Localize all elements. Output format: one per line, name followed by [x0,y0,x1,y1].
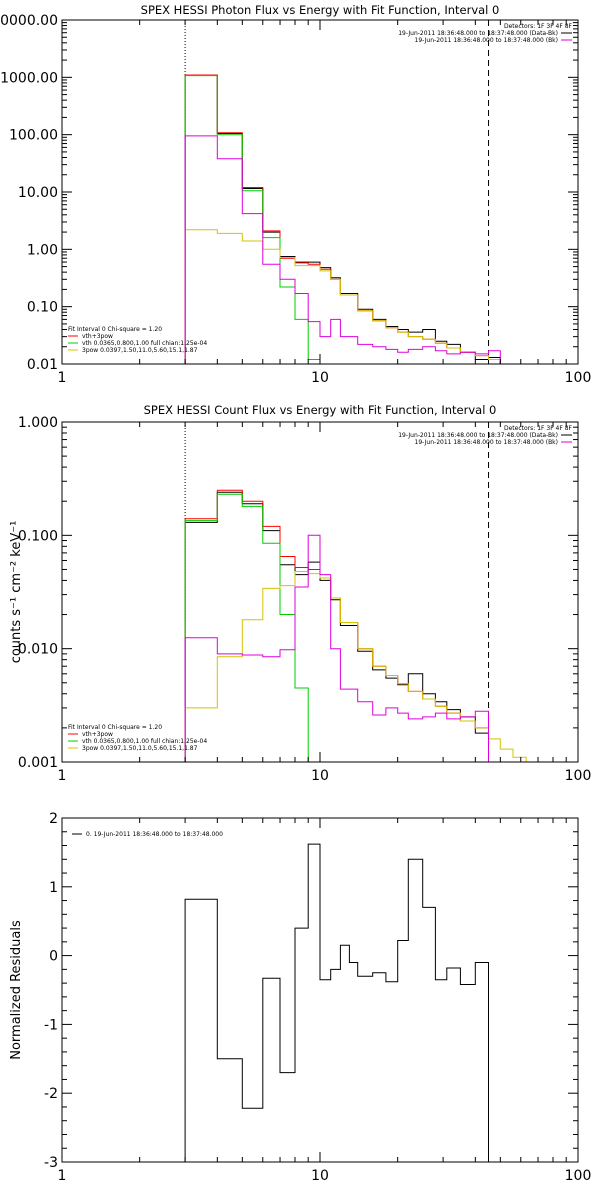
legend-label: 3pow 0.0397,1.50,11.0,5.60,15.1,1.87 [82,745,198,752]
legend-label: vth 0.0365,0.800,1.00 full chian:1.25e-0… [82,340,207,347]
x-axis: 1 10 100 [58,422,592,784]
y-tick-label: 1.000 [18,415,58,431]
legend: 0. 19-Jun-2011 18:36:48.000 to 18:37:48.… [72,831,223,838]
y-tick-label: 1000.00 [0,70,58,86]
series-group [184,74,501,364]
bk-interval-label: 19-Jun-2011 18:36:48.000 to 18:37:48.000… [415,439,558,446]
chart-panel-1: SPEX HESSI Count Flux vs Energy with Fit… [9,403,591,784]
detectors-label: Detectors: 1F 3F 4F 8F [504,425,573,432]
y-tick-label: 1.00 [27,242,58,258]
detectors-label: Detectors: 1F 3F 4F 8F [504,23,573,30]
series-fit-line [184,74,501,364]
series-bk-line [184,534,489,762]
x-tick-label: 10 [311,1168,329,1184]
chart-panel-0: SPEX HESSI Photon Flux vs Energy with Fi… [0,3,591,386]
y-tick-label: 0.010 [18,642,58,658]
x-tick-label: 100 [565,1168,592,1184]
x-tick-label: 100 [565,370,592,386]
plot-frame [61,19,579,365]
legend-label: 0. 19-Jun-2011 18:36:48.000 to 18:37:48.… [86,831,223,838]
x-axis: 1 10 100 [58,20,592,386]
series-data-line [184,74,501,364]
y-tick-label: 0.01 [27,357,58,373]
y-axis: 0.01 0.10 1.00 10.00 100.00 1000.00 10000.00 [0,13,578,373]
legend-label: 3pow 0.0397,1.50,11.0,5.60,15.1,1.87 [82,347,198,354]
x-tick-label: 10 [311,768,329,784]
y-tick-label: 0.10 [27,300,58,316]
x-tick-label: 1 [58,1168,67,1184]
chart-title: SPEX HESSI Count Flux vs Energy with Fit… [144,403,497,417]
x-tick-label: 100 [565,768,592,784]
plot-frame [61,421,579,763]
series-resid-line [184,843,489,1162]
x-tick-label: 1 [58,768,67,784]
x-tick-label: 1 [58,370,67,386]
legend-label: vth+3pow [82,333,113,340]
y-axis: -3 -2 -1 0 1 2 [44,811,578,1171]
series-vth-line [184,75,331,364]
chart-title: SPEX HESSI Photon Flux vs Energy with Fi… [141,3,500,17]
y-tick-label: -1 [44,1017,58,1033]
legend-title: Fit Interval 0 Chi-square = 1.20 [68,724,162,731]
y-tick-label: 0 [49,949,58,965]
x-axis: 1 10 100 [58,818,592,1184]
series-data-line [184,491,489,762]
chart-panel-2: Normalized Residuals 1 10 100 -3 -2 -1 0 1 2 0. 19… [9,811,591,1184]
series-fit-line [184,489,489,762]
y-tick-label: -3 [44,1155,58,1171]
legend-title: Fit Interval 0 Chi-square = 1.20 [68,326,162,333]
series-bk-line [184,135,501,364]
y-tick-label: 0.001 [18,755,58,771]
bk-interval-label: 19-Jun-2011 18:36:48.000 to 18:37:48.000… [415,37,558,44]
y-tick-label: 0.100 [18,528,58,544]
y-tick-label: 2 [49,811,58,827]
legend: Fit Interval 0 Chi-square = 1.20vth+3pow… [68,326,207,354]
series-3pow-line [184,229,501,364]
y-tick-label: -2 [44,1086,58,1102]
legend-label: vth+3pow [82,731,113,738]
y-axis-label: Normalized Residuals [9,920,24,1060]
y-axis: 0.001 0.010 0.100 1.000 [18,415,578,771]
x-tick-label: 10 [311,370,329,386]
y-tick-label: 10000.00 [0,13,58,29]
series-vth-line [184,493,320,762]
y-tick-label: 10.00 [18,185,58,201]
data-bk-interval-label: 19-Jun-2011 18:36:48.000 to 18:37:48.000… [398,30,558,37]
legend-label: vth 0.0365,0.800,1.00 full chian:1.25e-0… [82,738,207,745]
data-bk-interval-label: 19-Jun-2011 18:36:48.000 to 18:37:48.000… [398,432,558,439]
y-tick-label: 1 [49,880,58,896]
y-tick-label: 100.00 [9,128,58,144]
legend: Fit Interval 0 Chi-square = 1.20vth+3pow… [68,724,207,752]
series-group [184,843,489,1162]
series-group [184,489,540,762]
y-axis-label: counts s⁻¹ cm⁻² keV⁻¹ [9,521,24,664]
